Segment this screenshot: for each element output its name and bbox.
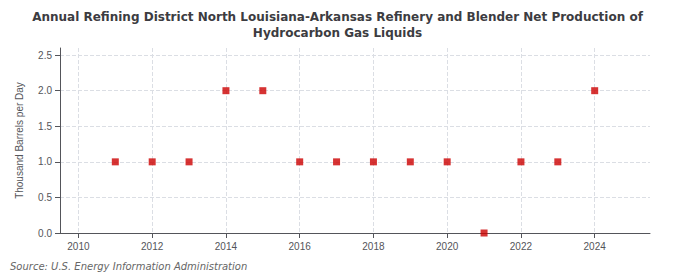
- svg-text:2024: 2024: [584, 241, 607, 252]
- svg-text:2012: 2012: [141, 241, 164, 252]
- svg-text:2010: 2010: [67, 241, 90, 252]
- svg-text:Annual Refining District North: Annual Refining District North Louisiana…: [32, 10, 644, 24]
- svg-text:Thousand Barrels per Day: Thousand Barrels per Day: [14, 82, 25, 199]
- svg-text:Hydrocarbon Gas Liquids: Hydrocarbon Gas Liquids: [253, 26, 422, 40]
- svg-text:2020: 2020: [436, 241, 459, 252]
- svg-text:0.0: 0.0: [38, 228, 52, 239]
- svg-text:0.5: 0.5: [38, 192, 52, 203]
- svg-text:1.0: 1.0: [38, 156, 52, 167]
- svg-text:2018: 2018: [362, 241, 385, 252]
- svg-text:Source: U.S. Energy Informatio: Source: U.S. Energy Information Administ…: [10, 261, 247, 272]
- svg-text:2014: 2014: [215, 241, 238, 252]
- svg-text:1.5: 1.5: [38, 121, 52, 132]
- svg-text:2.5: 2.5: [38, 50, 52, 61]
- svg-text:2016: 2016: [289, 241, 312, 252]
- svg-text:2022: 2022: [510, 241, 533, 252]
- svg-text:2.0: 2.0: [38, 85, 52, 96]
